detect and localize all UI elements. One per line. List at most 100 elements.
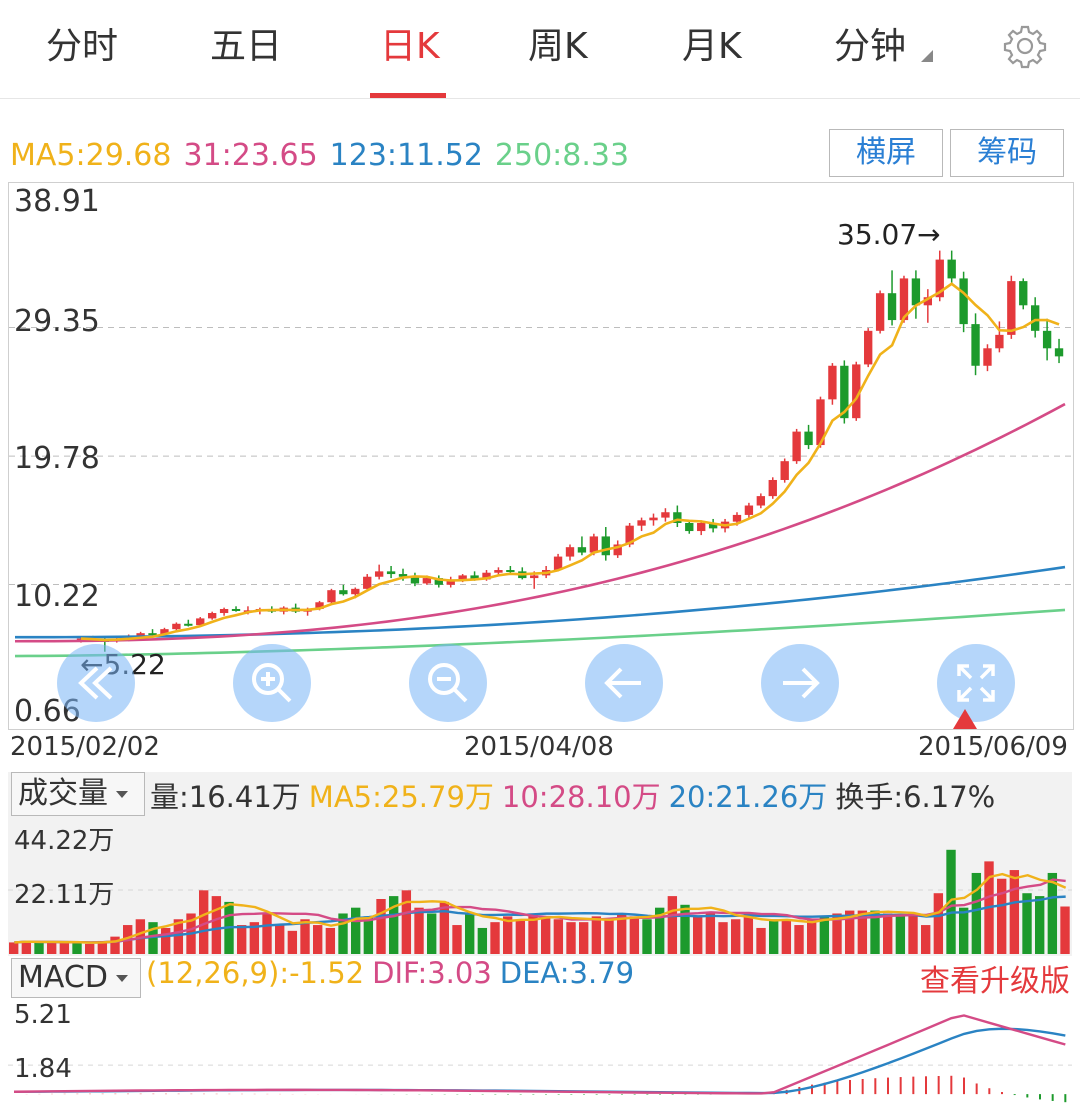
- macd-params: (12,26,9):-1.52: [146, 956, 365, 990]
- volume-bar: [731, 919, 741, 954]
- gear-icon[interactable]: [1002, 23, 1048, 69]
- candle-body: [1054, 348, 1064, 357]
- ma5-value: MA5:29.68: [10, 138, 172, 173]
- candle-body: [136, 633, 145, 636]
- volume-bar: [325, 927, 336, 954]
- volume-ma5-line: [14, 872, 1067, 944]
- candle-body: [780, 461, 789, 480]
- volume-bar: [832, 913, 842, 954]
- tab-five-day[interactable]: 五日: [210, 26, 283, 67]
- volume-stats: 量:16.41万 MA5:25.79万 10:28.10万 20:21.26万 换手:6…: [150, 774, 1003, 816]
- candle-body: [351, 588, 360, 595]
- double-left-icon: [78, 666, 113, 700]
- candle-body: [1042, 330, 1052, 349]
- candle-body: [219, 608, 229, 614]
- volume-bar: [477, 927, 488, 954]
- tab-weekly-k[interactable]: 周K: [528, 26, 588, 67]
- volume-chart[interactable]: [8, 818, 1072, 956]
- volume-bar: [680, 904, 690, 954]
- candle-body: [577, 547, 587, 553]
- volume-bar: [756, 927, 766, 954]
- candle-body: [923, 297, 933, 306]
- volume-bar: [566, 922, 576, 954]
- turnover-rate: 换手:6.17%: [835, 780, 996, 814]
- candle-body: [792, 431, 801, 462]
- volume-bar: [553, 919, 564, 954]
- volume-bar: [47, 941, 57, 954]
- zoom-in-button[interactable]: [233, 644, 311, 722]
- candle-body: [673, 512, 682, 523]
- candle-body: [1007, 281, 1016, 335]
- candle-body: [506, 570, 515, 573]
- candle-body: [494, 570, 503, 573]
- volume-bar: [933, 893, 944, 954]
- ma123-value: 123:11.52: [329, 138, 483, 173]
- candle-body: [339, 590, 348, 595]
- volume-bar: [895, 916, 906, 954]
- candle-body: [911, 278, 921, 306]
- candle-body: [374, 571, 384, 577]
- volume-bar: [819, 916, 830, 954]
- upgrade-link[interactable]: 查看升级版: [920, 964, 1070, 999]
- volume-bar: [908, 913, 918, 954]
- volume-bar: [34, 942, 44, 954]
- candle-body: [553, 556, 563, 571]
- tab-daily-k[interactable]: 日K: [380, 26, 440, 67]
- candle-body: [875, 293, 885, 331]
- landscape-button[interactable]: 横屏: [829, 129, 943, 177]
- volume-bar: [376, 899, 386, 954]
- volume-bar: [743, 913, 754, 954]
- candle-body: [410, 576, 420, 584]
- tab-minute[interactable]: 分钟: [834, 26, 907, 67]
- volume-ma20: 20:21.26万: [668, 780, 828, 814]
- volume-bar: [845, 910, 855, 954]
- volume-bar: [237, 925, 247, 954]
- ma250-line: [14, 608, 1066, 658]
- volume-bar: [629, 916, 640, 954]
- volume-bar: [655, 907, 665, 954]
- candle-body: [422, 578, 432, 584]
- kline-chart[interactable]: [8, 182, 1074, 730]
- double-left-button[interactable]: [57, 644, 135, 722]
- date-label-start: 2015/02/02: [10, 732, 160, 762]
- macd-chart[interactable]: [8, 998, 1072, 1110]
- scroll-left-button[interactable]: [585, 644, 663, 722]
- chips-button[interactable]: 筹码: [950, 129, 1064, 177]
- volume-bar: [883, 913, 893, 954]
- volume-bar: [249, 922, 260, 954]
- volume-bar: [1060, 906, 1070, 954]
- volume-bar: [389, 896, 399, 954]
- volume-bar: [997, 878, 1007, 954]
- volume-bar: [705, 913, 716, 954]
- volume-indicator-select[interactable]: 成交量: [11, 772, 145, 816]
- volume-bar: [59, 943, 70, 954]
- dea-line: [13, 1027, 1066, 1095]
- fullscreen-button[interactable]: [937, 644, 1015, 722]
- volume-bar: [591, 916, 602, 954]
- zoom-out-button[interactable]: [409, 644, 487, 722]
- candle-body: [661, 512, 670, 518]
- volume-bar: [85, 943, 95, 954]
- candle-body: [601, 536, 610, 556]
- price-axis-label: 10.22: [14, 579, 100, 614]
- scroll-right-button[interactable]: [761, 644, 839, 722]
- volume-bar: [97, 940, 108, 954]
- candle-body: [398, 574, 408, 577]
- volume-bar: [313, 925, 323, 954]
- candle-body: [828, 365, 837, 400]
- volume-bar: [401, 890, 412, 954]
- tab-monthly-k[interactable]: 月K: [682, 26, 742, 67]
- candle-body: [864, 330, 873, 365]
- volume-ma10-line: [14, 878, 1066, 944]
- volume-bar: [110, 936, 120, 954]
- macd-stats: (12,26,9):-1.52 DIF:3.03 DEA:3.79: [146, 956, 642, 990]
- volume-bar: [452, 925, 462, 954]
- candle-body: [1019, 281, 1028, 306]
- candle-body: [935, 259, 944, 298]
- candle-body: [386, 571, 396, 575]
- date-label-mid: 2015/04/08: [464, 732, 614, 762]
- price-axis-label: 19.78: [14, 441, 100, 476]
- macd-indicator-select[interactable]: MACD: [11, 958, 141, 998]
- tab-intraday[interactable]: 分时: [46, 26, 119, 67]
- date-label-end: 2015/06/09: [918, 732, 1068, 762]
